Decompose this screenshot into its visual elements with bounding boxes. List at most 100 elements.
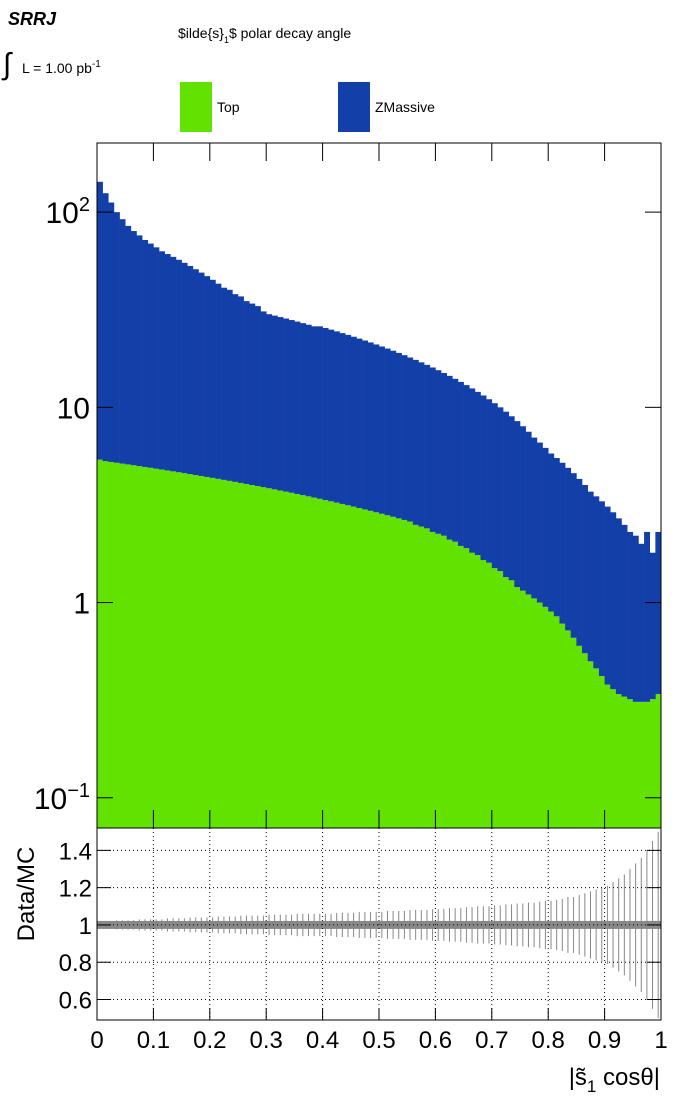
ratio-point	[249, 920, 256, 929]
y-tick-label: 10−1	[34, 780, 90, 816]
tick-exponent: −1	[67, 780, 90, 802]
chart-title: $ilde{s}1$ polar decay angle	[178, 25, 351, 45]
lumi-text: L = 1.00 pb	[22, 60, 92, 76]
ratio-point	[164, 920, 171, 929]
ratio-point	[305, 920, 312, 929]
histogram-bar	[249, 485, 256, 828]
histogram-bar	[260, 311, 267, 488]
histogram-bar	[486, 562, 493, 828]
histogram-bar	[463, 548, 470, 828]
histogram-bar	[587, 661, 594, 828]
histogram-bar	[503, 577, 510, 828]
histogram-bar	[170, 471, 177, 828]
ratio-point	[441, 920, 447, 929]
histogram-bar	[621, 696, 628, 828]
histogram-bar	[367, 342, 374, 511]
histogram-bar	[412, 359, 419, 525]
histogram-bar	[638, 701, 645, 828]
histogram-bar	[632, 535, 639, 702]
ratio-point	[277, 920, 284, 929]
main-plot	[97, 181, 661, 828]
ratio-point	[480, 920, 487, 929]
histogram-bar	[345, 505, 352, 828]
ratio-point	[587, 920, 594, 929]
x-tick-label: 0.9	[588, 1027, 621, 1054]
ratio-point	[192, 920, 199, 929]
histogram-bar	[356, 338, 363, 509]
histogram-bar	[644, 701, 651, 828]
ratio-point	[491, 920, 498, 929]
histogram-bar	[649, 552, 656, 700]
histogram-bar	[457, 545, 464, 828]
histogram-bar	[221, 287, 228, 480]
analysis-label: SRRJ	[8, 9, 57, 29]
histogram-bar	[350, 336, 357, 507]
ratio-point	[424, 920, 431, 929]
histogram-bar	[192, 475, 199, 828]
ratio-point	[615, 920, 622, 929]
histogram-bar	[249, 303, 256, 486]
histogram-bar	[181, 473, 188, 828]
y-tick-label: 1.4	[59, 838, 92, 865]
histogram-bar	[486, 399, 493, 563]
ratio-point	[153, 920, 160, 929]
ratio-point	[333, 920, 340, 929]
histogram-bar	[113, 212, 120, 463]
ratio-point	[395, 920, 402, 929]
ratio-frame	[96, 827, 662, 1021]
ratio-point	[288, 920, 295, 929]
histogram-bar	[119, 219, 126, 464]
histogram-bar	[215, 478, 222, 828]
ratio-point	[243, 920, 250, 929]
ratio-point	[412, 920, 419, 929]
histogram-bar	[215, 283, 222, 479]
ratio-point	[204, 920, 211, 929]
y-tick-label: 102	[46, 194, 91, 230]
x-tick-label: 0.2	[193, 1027, 226, 1054]
histogram-bar	[254, 486, 261, 828]
histogram-bar	[379, 346, 385, 514]
histogram-bar	[373, 512, 380, 828]
histogram-bar	[536, 602, 543, 828]
histogram-bar	[328, 329, 335, 502]
histogram-bar	[418, 526, 425, 828]
histogram-bar	[322, 327, 329, 501]
y-tick-label: 1.2	[59, 876, 92, 903]
histogram-bar	[204, 276, 211, 477]
histogram-bar	[102, 193, 109, 462]
histogram-bar	[576, 645, 583, 828]
histogram-bar	[333, 502, 340, 828]
ratio-point	[260, 920, 267, 929]
ratio-point	[531, 920, 538, 929]
histogram-bar	[615, 694, 622, 828]
ratio-point	[159, 920, 165, 929]
histogram-bar	[452, 541, 459, 828]
tick-exponent: 2	[79, 194, 90, 216]
histogram-bar	[288, 492, 295, 828]
histogram-bar	[142, 239, 149, 467]
ratio-point	[497, 920, 504, 929]
histogram-bar	[277, 490, 284, 828]
ratio-point	[271, 920, 278, 929]
histogram-bar	[108, 461, 115, 828]
ratio-point	[119, 920, 126, 929]
histogram-bar	[209, 279, 216, 478]
histogram-bar	[181, 262, 188, 474]
ratio-point	[113, 920, 120, 929]
histogram-bar	[570, 637, 577, 828]
histogram-bar	[170, 256, 177, 472]
histogram-bar	[260, 487, 267, 828]
histogram-bar	[469, 552, 476, 828]
histogram-bar	[593, 496, 600, 669]
x-tick-label: 0.1	[137, 1027, 170, 1054]
ratio-point	[604, 920, 611, 929]
ratio-point	[463, 920, 470, 929]
ratio-point	[181, 920, 188, 929]
histogram-bar	[221, 479, 228, 828]
histogram-bar	[384, 348, 391, 516]
histogram-bar	[254, 306, 261, 487]
histogram-bar	[412, 524, 419, 828]
x-tick-label: 0.7	[475, 1027, 508, 1054]
histogram-bar	[429, 531, 436, 828]
histogram-bar	[446, 539, 453, 828]
